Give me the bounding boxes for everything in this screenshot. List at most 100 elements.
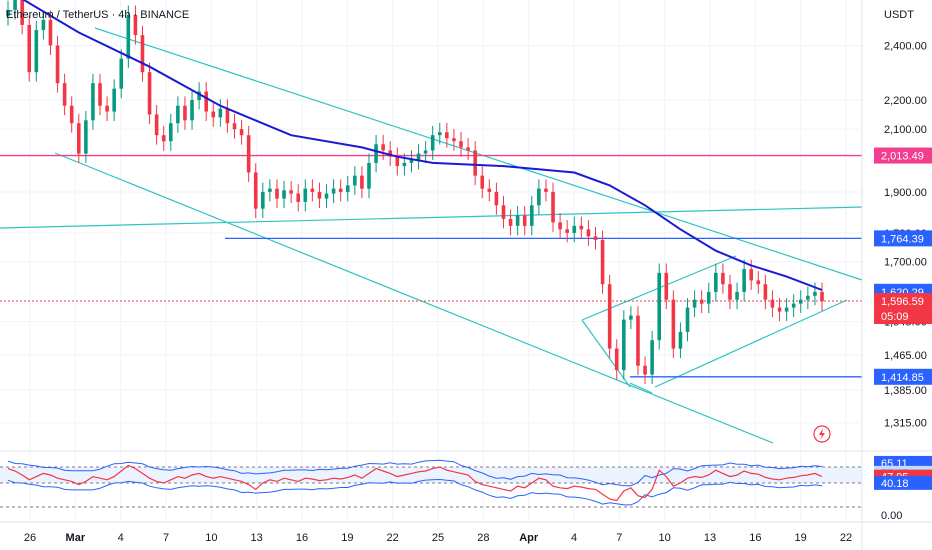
candle-body [55,45,60,84]
candle-body [296,193,301,202]
candle-body [190,100,194,121]
x-tick-label: 7 [163,532,169,544]
candle-body [763,284,768,300]
candle-body [261,191,265,209]
candle-body [459,141,463,148]
candle-body [105,105,109,112]
candle-body [91,83,95,121]
candle-body [558,222,562,230]
countdown-box [874,309,932,325]
x-tick-label: 19 [341,532,353,544]
candle-body [416,153,421,160]
candle-body [218,108,223,118]
candle-body [586,229,591,237]
x-tick-label: 22 [840,532,852,544]
candle-body [98,83,102,106]
trendline [54,152,774,444]
candle-body [204,91,208,112]
candle-body [565,229,569,233]
moving-average-line [22,0,823,291]
candle-body [76,123,81,154]
x-tick-label: 16 [749,532,761,544]
candle-body [522,215,527,226]
candle-body [275,188,279,199]
x-tick-label: 4 [571,532,577,544]
candle-body [211,111,216,118]
candle-body [360,175,364,189]
candle-body [48,19,53,46]
candle-body [494,191,499,206]
candle-body [324,193,329,199]
candle-body [721,272,725,285]
candle-body [529,205,534,226]
x-tick-label: Mar [66,532,86,544]
x-tick-label: 10 [205,532,217,544]
x-tick-label: 16 [296,532,308,544]
candle-body [197,91,201,101]
candle-body [650,340,654,375]
candle-body [402,162,407,167]
candle-body [699,299,704,304]
y-tick-label: 2,200.00 [884,95,927,107]
candle-body [69,105,74,124]
candle-body [338,188,343,192]
candle-body [820,291,824,302]
x-tick-label: 25 [432,532,444,544]
candle-body [636,315,640,366]
candle-body [169,123,173,142]
candle-body [614,348,619,371]
candle-body [515,215,520,226]
y-tick-label: 1,900.00 [884,187,927,199]
oscillator-label-box [874,475,932,490]
currency-label[interactable]: USDT [884,9,914,21]
candle-body [161,135,166,142]
alert-icon[interactable] [813,425,831,443]
candle-body [395,156,400,167]
candle-body [813,291,817,296]
candle-body [246,135,251,173]
candle-body [664,272,669,300]
chart-title: Ethereum / TetherUS · 4h · BINANCE [6,9,189,21]
candle-body [742,269,746,292]
candle-body [126,14,131,59]
candle-body [756,280,761,285]
candle-body [409,159,414,163]
candle-body [388,150,393,157]
candle-body [303,188,308,202]
oscillator-tick-label: 0.00 [881,510,902,522]
candle-body [749,269,754,281]
candle-body [685,307,690,332]
price-label: 1,596.59 [881,296,924,308]
moving-average [22,0,823,291]
candle-body [452,138,456,142]
countdown-label: 05:09 [881,311,909,323]
x-tick-label: 7 [616,532,622,544]
candle-body [706,291,711,304]
y-tick-label: 2,100.00 [884,124,927,136]
candle-body [13,0,17,10]
candle-body [27,24,32,73]
candle-body [791,303,796,308]
price-label: 1,764.39 [881,233,924,245]
trendline [654,299,848,388]
candle-body [374,144,378,163]
candle-body [629,315,633,320]
x-tick-label: 4 [118,532,124,544]
candle-body [232,123,237,130]
candle-body [225,108,230,124]
candle-body [112,88,116,112]
price-label-box [874,368,932,385]
candle-body [714,272,718,292]
candle-body [268,188,272,192]
candle-body [579,225,584,230]
candle-body [20,0,24,25]
candle-body [345,185,350,192]
candle-body [600,239,605,285]
candle-body [62,83,67,106]
candle-body [41,19,46,30]
horizontal-levels [0,154,862,378]
candle-body [289,190,293,194]
candle-body [551,191,555,223]
price-label-box [874,293,932,310]
